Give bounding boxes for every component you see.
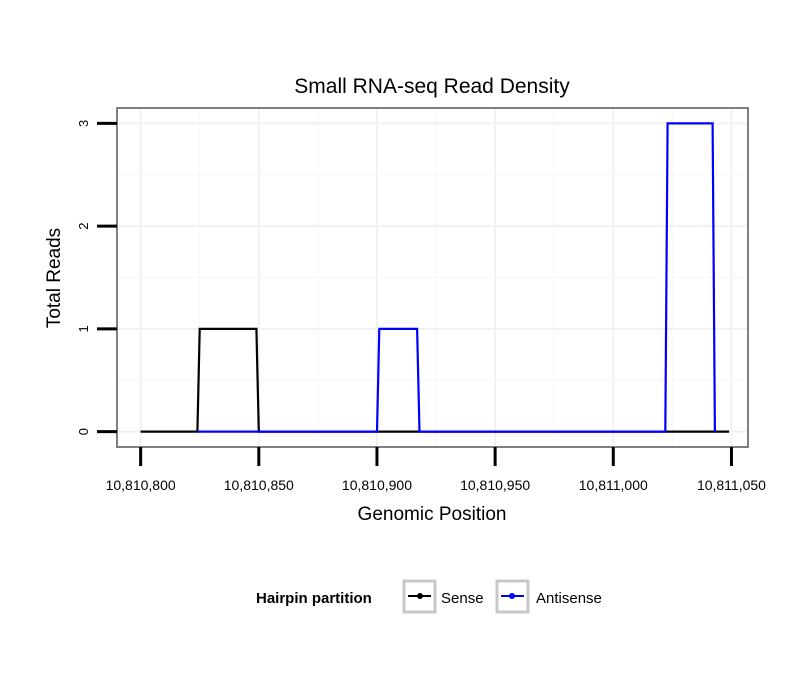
x-tick-label: 10,810,800 xyxy=(106,477,176,493)
x-tick-label: 10,810,950 xyxy=(460,477,530,493)
x-tick-label: 10,811,050 xyxy=(697,477,766,493)
legend-title: Hairpin partition xyxy=(256,590,372,607)
legend-label-sense: Sense xyxy=(441,590,484,607)
x-axis: 10,810,800 10,810,850 10,810,900 10,810,950… xyxy=(106,447,766,493)
y-axis-label: Total Reads xyxy=(44,228,65,328)
x-axis-label: Genomic Position xyxy=(358,504,507,525)
legend-item-antisense: Antisense xyxy=(495,579,602,614)
series-layer xyxy=(140,122,730,433)
x-tick-label: 10,811,000 xyxy=(579,477,648,493)
x-tick-label: 10,810,900 xyxy=(342,477,412,493)
legend-marker-sense xyxy=(417,593,423,599)
y-tick-label: 0 xyxy=(76,428,91,435)
plot-border xyxy=(116,107,749,448)
legend-label-antisense: Antisense xyxy=(536,590,602,607)
grid-layer xyxy=(117,108,748,447)
y-tick-label: 1 xyxy=(76,325,91,332)
plot-area xyxy=(116,107,749,448)
chart-title: Small RNA-seq Read Density xyxy=(294,75,570,98)
y-axis: 0 1 2 3 xyxy=(76,120,117,435)
legend: Hairpin partition Sense Antisense xyxy=(256,579,602,614)
y-tick-label: 2 xyxy=(76,223,91,230)
series-line-antisense xyxy=(197,122,716,433)
x-tick-label: 10,810,850 xyxy=(224,477,294,493)
legend-marker-antisense xyxy=(509,593,515,599)
y-tick-label: 3 xyxy=(76,120,91,127)
legend-item-sense: Sense xyxy=(402,579,484,614)
